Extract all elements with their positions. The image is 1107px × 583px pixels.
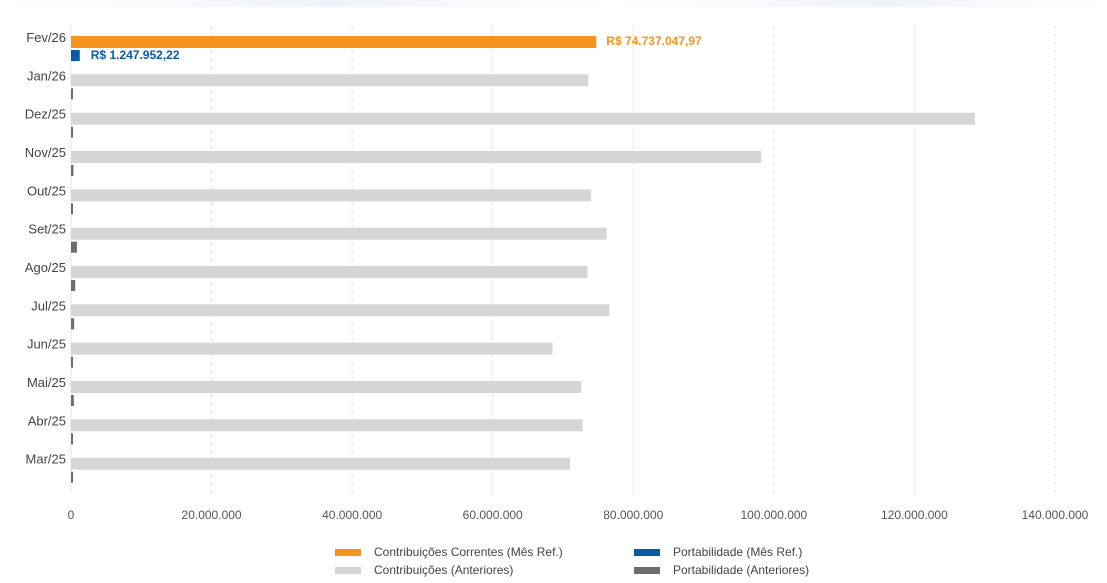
legend-label: Portabilidade (Anteriores) [673,563,809,577]
bar-portabilidade [71,318,75,330]
bar-contribuicoes [71,74,589,87]
legend-label: Contribuições Correntes (Mês Ref.) [374,545,563,559]
category-label: Jun/25 [27,337,66,352]
bar-contribuicoes [71,189,592,202]
bar-contribuicoes [71,36,597,48]
category-label: Ago/25 [25,260,66,275]
bar-portabilidade [71,126,73,138]
bar-contribuicoes [71,381,582,393]
legend-swatch [335,567,361,574]
category-label: Jul/25 [31,298,66,313]
bar-portabilidade [71,241,77,253]
x-tick-label: 40.000.000 [322,508,382,522]
bar-contribuicoes [71,419,583,432]
data-label: R$ 74.737.047,97 [606,34,702,48]
data-label: R$ 1.247.952,22 [91,48,180,62]
legend-swatch [634,567,660,574]
legend-label: Portabilidade (Mês Ref.) [673,545,802,559]
x-tick-label: 80.000.000 [603,508,663,522]
bar-portabilidade [71,88,73,100]
x-tick-label: 60.000.000 [463,508,523,522]
category-label: Abr/25 [28,413,66,428]
x-tick-label: 100.000.000 [740,508,807,522]
category-label: Mai/25 [27,375,66,390]
bar-contribuicoes [71,304,610,317]
legend-label: Contribuições (Anteriores) [374,563,513,577]
legend-swatch [335,549,361,556]
category-label: Out/25 [27,183,66,198]
bar-portabilidade [71,356,73,368]
category-label: Nov/25 [25,145,66,160]
bar-portabilidade [71,280,76,291]
x-tick-label: 20.000.000 [182,508,242,522]
bar-contribuicoes [71,457,571,470]
category-label: Dez/25 [25,107,66,122]
bar-contribuicoes [71,227,607,240]
x-tick-label: 0 [68,508,75,522]
bar-portabilidade [71,471,73,483]
bar-portabilidade [71,433,73,445]
bar-portabilidade [71,50,80,61]
bar-contribuicoes [71,151,762,163]
category-label: Set/25 [28,222,66,237]
x-tick-label: 120.000.000 [881,508,948,522]
bar-contribuicoes [71,266,588,278]
bar-portabilidade [71,203,73,215]
bar-portabilidade [71,165,74,176]
category-label: Mar/25 [26,452,66,467]
x-tick-label: 140.000.000 [1022,508,1089,522]
bar-portabilidade [71,395,74,406]
bar-contribuicoes [71,342,553,355]
bar-contribuicoes [71,112,975,125]
category-label: Fev/26 [26,30,66,45]
category-label: Jan/26 [27,68,66,83]
legend-swatch [634,549,660,556]
header-band [0,0,1107,7]
